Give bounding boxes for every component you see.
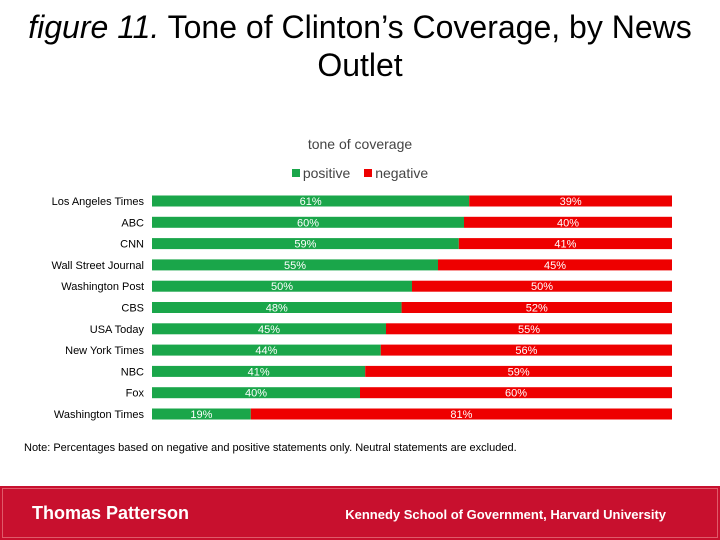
data-label-positive-los-angeles-times: 61% xyxy=(300,196,322,208)
category-label-fox: Fox xyxy=(126,388,145,400)
data-label-negative-fox: 60% xyxy=(505,388,527,400)
data-label-negative-usa-today: 55% xyxy=(518,324,540,336)
bar-negative-cnn xyxy=(458,238,672,250)
chart-subtitle: tone of coverage xyxy=(307,136,413,152)
legend-label-negative: negative xyxy=(375,165,429,181)
data-label-positive-fox: 40% xyxy=(245,388,267,400)
category-label-washington-times: Washington Times xyxy=(54,409,145,421)
bar-negative-abc xyxy=(464,216,672,228)
data-label-positive-usa-today: 45% xyxy=(258,324,280,336)
data-label-negative-washington-times: 81% xyxy=(450,409,472,421)
category-label-cbs: CBS xyxy=(121,303,144,315)
data-label-negative-nbc: 59% xyxy=(508,366,530,378)
legend-item-positive: positive xyxy=(291,165,351,181)
bar-negative-fox xyxy=(360,387,672,399)
data-label-negative-cbs: 52% xyxy=(526,303,548,315)
footnote: Note: Percentages based on negative and … xyxy=(24,442,517,454)
data-label-negative-abc: 40% xyxy=(557,217,579,229)
legend-swatch-positive xyxy=(291,169,300,177)
bar-negative-new-york-times xyxy=(380,344,672,356)
category-label-usa-today: USA Today xyxy=(90,324,145,336)
bar-positive-usa-today xyxy=(152,323,386,335)
bar-negative-wall-street-journal xyxy=(438,259,672,271)
bar-negative-usa-today xyxy=(386,323,672,335)
bar-negative-washington-times xyxy=(250,408,673,420)
bar-positive-washington-post xyxy=(152,280,412,292)
bar-positive-nbc xyxy=(152,365,366,377)
category-label-new-york-times: New York Times xyxy=(65,345,144,357)
category-label-washington-post: Washington Post xyxy=(61,281,144,293)
data-label-negative-los-angeles-times: 39% xyxy=(560,196,582,208)
bar-positive-wall-street-journal xyxy=(152,259,438,271)
legend: positive negative xyxy=(0,165,720,181)
figure-number: figure 11. xyxy=(28,9,160,45)
data-label-positive-wall-street-journal: 55% xyxy=(284,260,306,272)
data-label-positive-washington-times: 19% xyxy=(190,409,212,421)
data-label-negative-cnn: 41% xyxy=(554,239,576,251)
data-label-positive-abc: 60% xyxy=(297,217,319,229)
title-text: Tone of Clinton’s Coverage, by News Outl… xyxy=(159,9,692,83)
legend-swatch-negative xyxy=(364,169,373,177)
data-label-positive-nbc: 41% xyxy=(248,366,270,378)
data-label-negative-new-york-times: 56% xyxy=(515,345,537,357)
category-label-cnn: CNN xyxy=(120,239,144,251)
bar-negative-nbc xyxy=(365,365,672,377)
bar-negative-cbs xyxy=(401,302,672,313)
legend-item-negative: negative xyxy=(364,165,428,181)
footer-border xyxy=(2,488,718,538)
category-label-los-angeles-times: Los Angeles Times xyxy=(52,196,145,208)
data-label-negative-wall-street-journal: 45% xyxy=(544,260,566,272)
chart-title: figure 11. Tone of Clinton’s Coverage, b… xyxy=(0,8,720,84)
bar-positive-washington-times xyxy=(152,408,251,420)
bar-positive-fox xyxy=(152,387,360,399)
bar-positive-abc xyxy=(152,216,464,228)
footer-institution: Kennedy School of Government, Harvard Un… xyxy=(345,507,666,522)
data-label-positive-new-york-times: 44% xyxy=(255,345,277,357)
bar-negative-los-angeles-times xyxy=(469,195,672,207)
footer-author: Thomas Patterson xyxy=(32,503,190,523)
data-label-negative-washington-post: 50% xyxy=(531,281,553,293)
category-label-wall-street-journal: Wall Street Journal xyxy=(51,260,144,272)
bar-positive-cbs xyxy=(152,302,402,313)
category-label-nbc: NBC xyxy=(121,366,144,378)
category-label-abc: ABC xyxy=(121,217,144,229)
bar-positive-new-york-times xyxy=(152,344,381,356)
data-label-positive-washington-post: 50% xyxy=(271,281,293,293)
bar-chart: Los Angeles Times 61% 39% ABC 60% 40% CNN 59% 41… xyxy=(51,195,673,421)
bar-positive-los-angeles-times xyxy=(152,195,470,207)
data-label-positive-cnn: 59% xyxy=(294,239,316,251)
legend-label-positive: positive xyxy=(302,165,351,181)
footer-banner: Thomas Patterson Kennedy School of Gover… xyxy=(0,486,720,540)
data-label-positive-cbs: 48% xyxy=(266,303,288,315)
bar-negative-washington-post xyxy=(412,280,672,292)
bar-positive-cnn xyxy=(152,238,459,250)
